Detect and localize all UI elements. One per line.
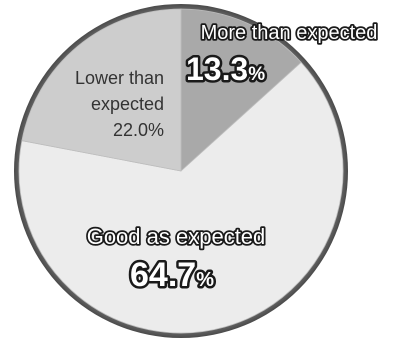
pie-slices: [18, 8, 344, 334]
slice-value-more-than-expected: 13.3%: [186, 51, 265, 87]
slice-value-unit-good-as-expected: %: [196, 269, 214, 291]
slice-label-lower-than-expected-line1: Lower than: [75, 68, 164, 88]
slice-label-more-than-expected: More than expected: [201, 22, 378, 44]
slice-label-lower-than-expected-line2: expected: [91, 94, 164, 114]
slice-value-lower-than-expected: 22.0%: [113, 120, 164, 140]
slice-value-good-as-expected: 64.7%: [130, 256, 214, 294]
pie-slice-good-as-expected: [18, 61, 344, 334]
slice-value-unit-more-than-expected: %: [248, 64, 265, 85]
slice-value-number-more-than-expected: 13.3: [186, 51, 248, 87]
slice-label-good-as-expected: Good as expected: [87, 224, 266, 249]
pie-slice-more-than-expected: [180, 8, 302, 172]
slice-value-number-good-as-expected: 64.7: [130, 256, 196, 294]
pie-slice-lower-than-expected: [21, 8, 182, 172]
